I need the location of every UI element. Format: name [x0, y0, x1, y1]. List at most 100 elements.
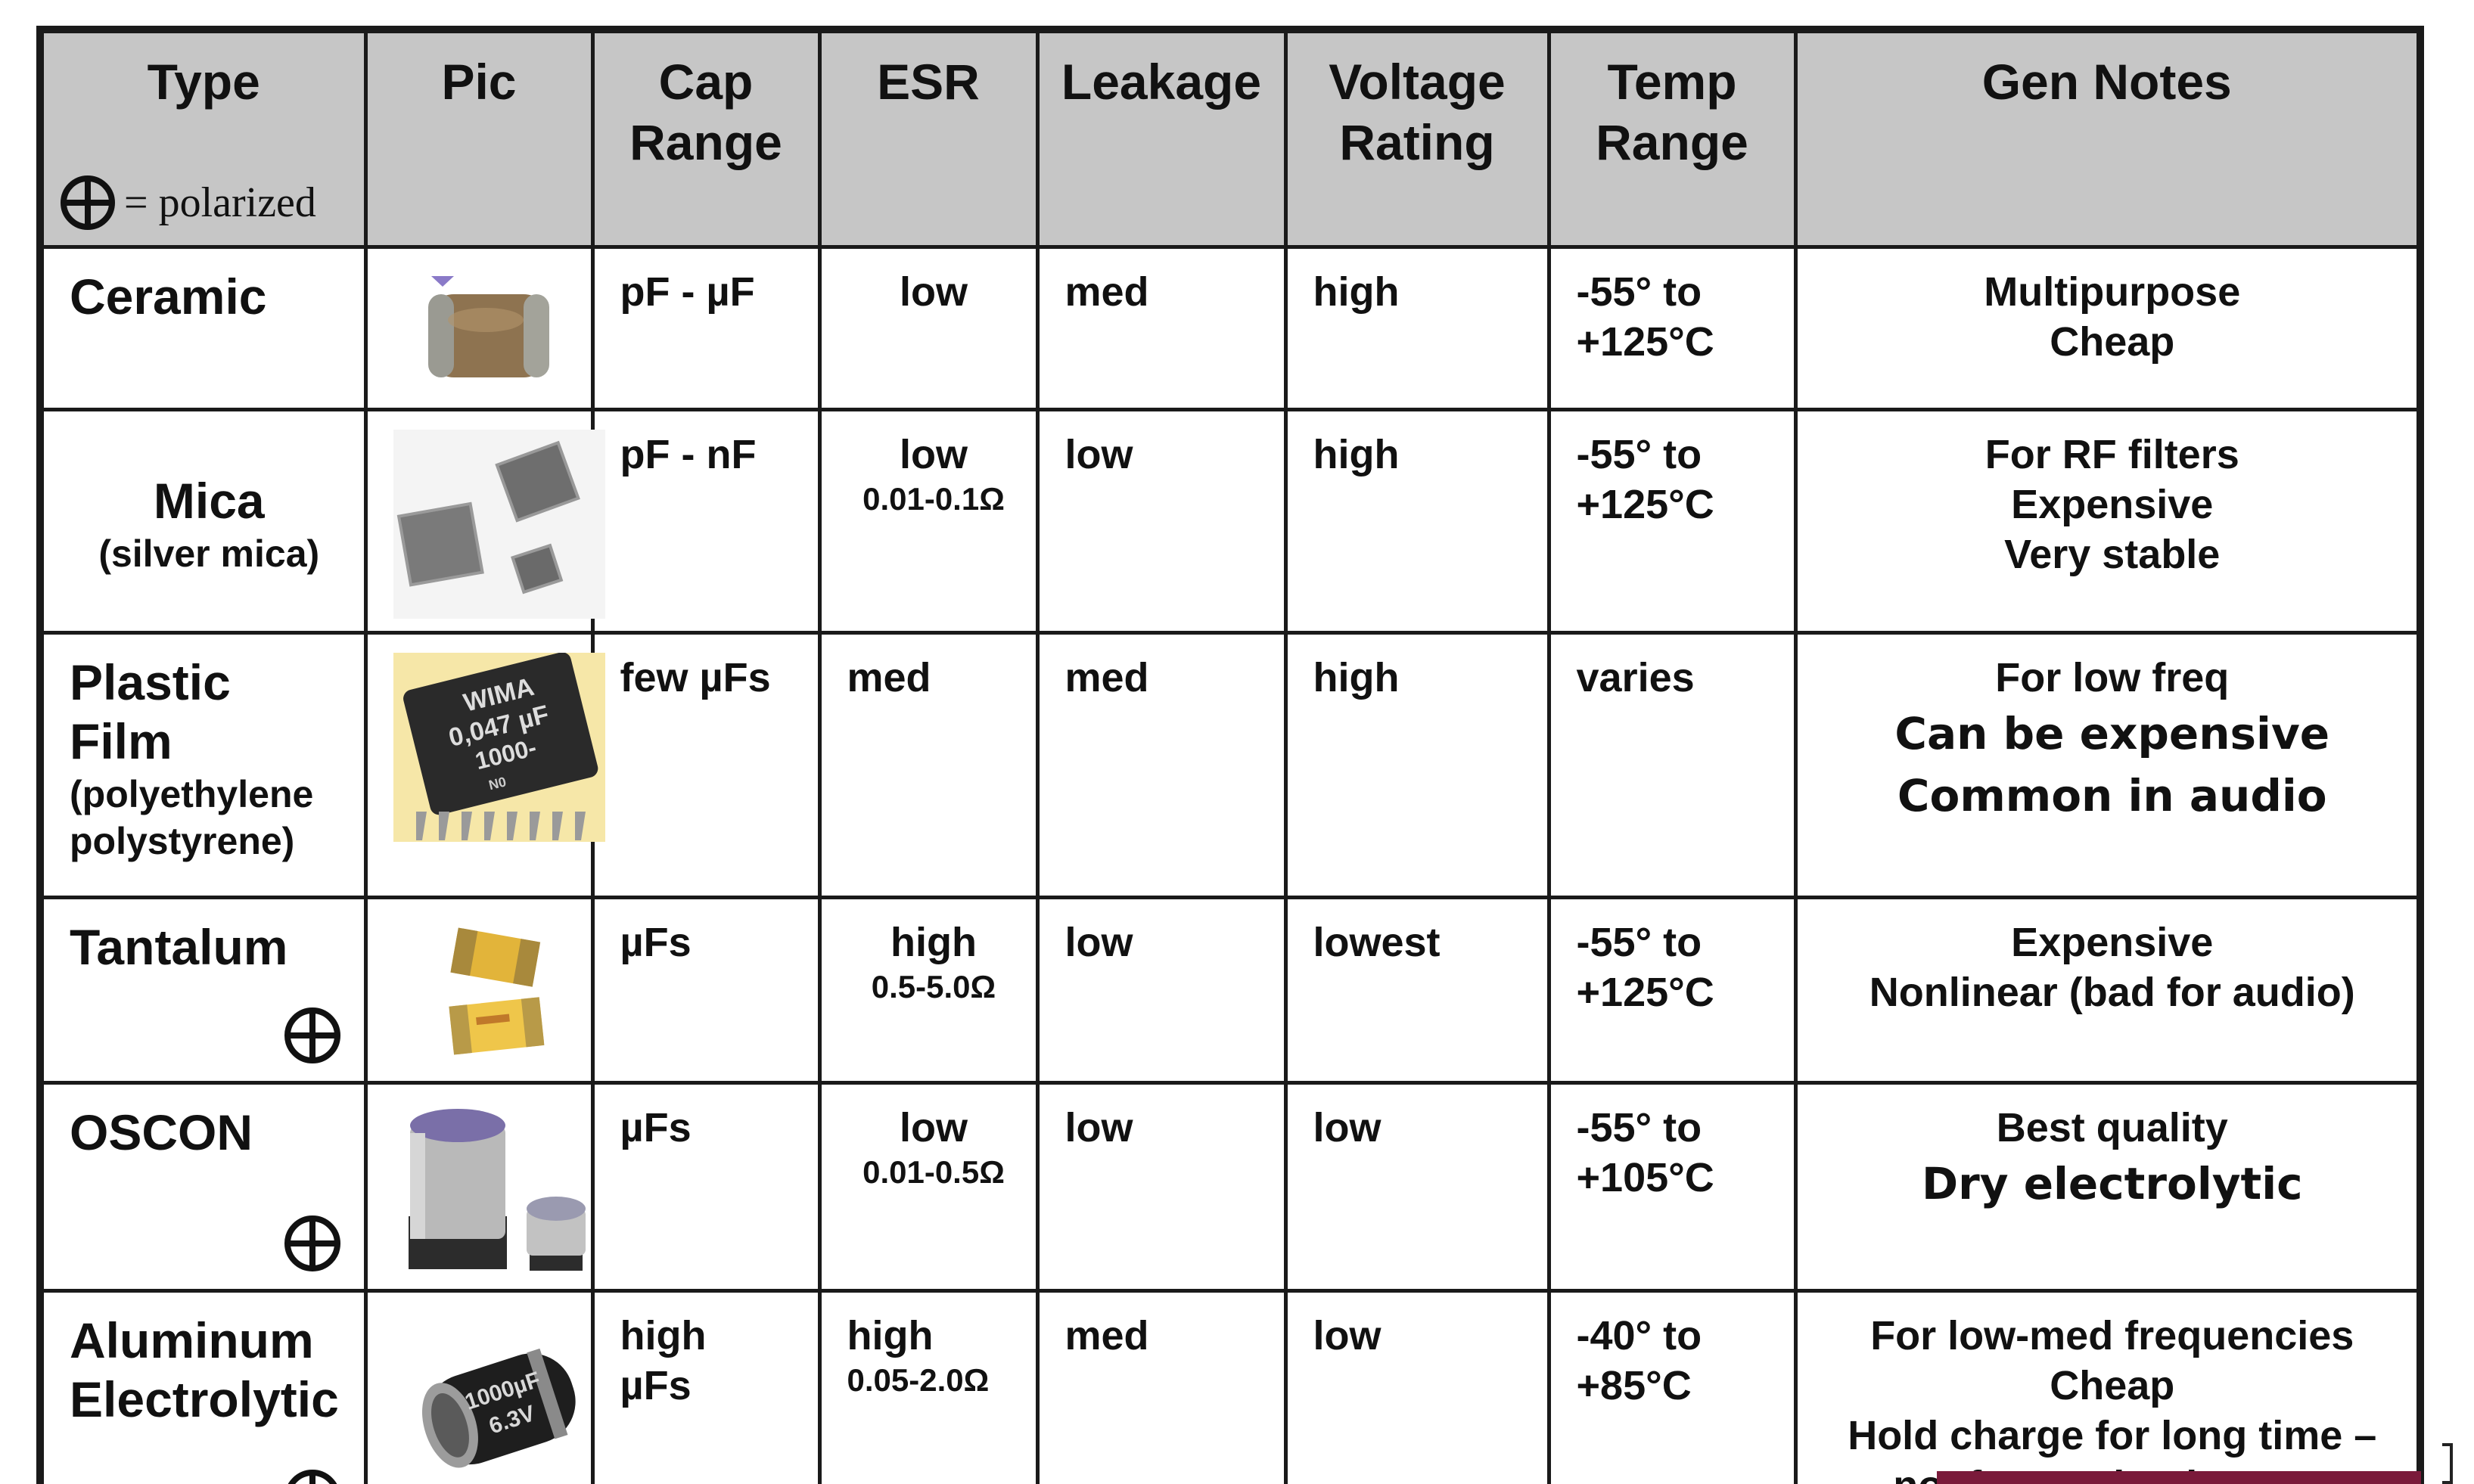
pic-cell [363, 1081, 595, 1293]
note-line: Hold charge for long time – [1848, 1413, 2377, 1458]
type-name-2: Film [70, 713, 172, 769]
esr-cell: low [817, 245, 1040, 411]
temp-line-2: +85°C [1576, 1363, 1692, 1408]
esr-cell: high 0.5-5.0Ω [817, 896, 1040, 1085]
header-gen-notes: Gen Notes [1793, 27, 2423, 249]
voltage-value: high [1313, 432, 1400, 477]
note-line: Multipurpose [1984, 269, 2241, 315]
cap-range-cell: pF - µF [590, 245, 822, 411]
temp-cell: -55° to +125°C [1546, 245, 1798, 411]
header-cap-range-2: Range [629, 114, 782, 170]
leakage-cell: med [1035, 245, 1288, 411]
note-line: Can be expensive [1894, 708, 2330, 759]
tantalum-capacitor-image [449, 927, 545, 1055]
header-voltage-2: Rating [1339, 114, 1495, 170]
polarized-icon [284, 1007, 340, 1063]
note-line: Expensive [2011, 920, 2214, 965]
leakage-cell: low [1035, 896, 1288, 1085]
notes-cell: For low freq Can be expensive Common in … [1793, 631, 2423, 899]
type-name-2: Electrolytic [70, 1371, 339, 1427]
type-cell: Aluminum Electrolytic [38, 1289, 368, 1484]
cap-range: µFs [620, 1105, 692, 1150]
type-name: OSCON [70, 1104, 253, 1160]
esr-value: high [890, 920, 977, 965]
cap-range-2: µFs [620, 1363, 692, 1408]
leakage-value: low [1065, 432, 1133, 477]
type-name: Tantalum [70, 919, 288, 975]
temp-line-2: +125°C [1576, 970, 1714, 1015]
cap-range-cell: µFs [590, 1081, 822, 1293]
type-cell: OSCON [38, 1081, 368, 1293]
cap-range: few µFs [620, 655, 771, 700]
note-line: Cheap [2050, 1363, 2175, 1408]
header-voltage-1: Voltage [1329, 54, 1506, 110]
note-line: Common in audio [1897, 770, 2327, 821]
polarized-icon [287, 1469, 337, 1484]
esr-cell: high 0.05-2.0Ω [817, 1289, 1040, 1484]
leakage-value: med [1065, 269, 1149, 315]
voltage-cell: low [1283, 1081, 1551, 1293]
cap-range: µFs [620, 920, 692, 965]
temp-cell: -55° to +125°C [1546, 408, 1798, 635]
temp-line-1: -55° to [1576, 1105, 1702, 1150]
type-cell: Mica (silver mica) [38, 408, 368, 635]
temp-line-1: -55° to [1576, 269, 1702, 315]
table-row-plastic-film: Plastic Film (polyethylene polystyrene) … [38, 631, 2423, 899]
type-subname-2: polystyrene) [70, 820, 295, 862]
temp-line-1: -55° to [1576, 432, 1702, 477]
type-name: Mica [153, 473, 265, 529]
table-row-ceramic: Ceramic pF - µF low med high -55° t [38, 245, 2423, 411]
notes-cell: For low-med frequencies Cheap Hold charg… [1793, 1289, 2423, 1484]
note-line: Cheap [2050, 319, 2175, 365]
notes-cell: For RF filters Expensive Very stable [1793, 408, 2423, 635]
capacitor-comparison-table: Type = polarized Pic Cap Range E [36, 26, 2424, 1484]
leakage-cell: med [1035, 631, 1288, 899]
pic-cell [363, 408, 605, 635]
voltage-cell: high [1283, 631, 1551, 899]
header-esr: ESR [817, 27, 1040, 249]
temp-cell: -55° to +105°C [1546, 1081, 1798, 1293]
temp-line-2: +125°C [1576, 482, 1714, 527]
esr-range: 0.05-2.0Ω [847, 1362, 990, 1398]
note-line: Nonlinear (bad for audio) [1869, 970, 2355, 1015]
voltage-cell: low [1283, 1289, 1551, 1484]
header-row: Type = polarized Pic Cap Range E [38, 27, 2423, 249]
leakage-value: low [1065, 1105, 1133, 1150]
polarized-key: = polarized [59, 174, 316, 231]
voltage-cell: high [1283, 408, 1551, 635]
esr-cell: low 0.01-0.5Ω [817, 1081, 1040, 1293]
table-row-aluminum-electrolytic: Aluminum Electrolytic [38, 1289, 2423, 1484]
esr-value: low [900, 432, 968, 477]
header-type: Type = polarized [38, 27, 368, 249]
cap-range: pF - µF [620, 269, 755, 315]
esr-value: med [847, 655, 931, 700]
note-line: Very stable [2004, 532, 2221, 577]
table-row-oscon: OSCON [38, 1081, 2423, 1293]
voltage-value: low [1313, 1105, 1382, 1150]
pic-cell [363, 896, 595, 1085]
header-temp-1: Temp [1607, 54, 1737, 110]
bracket-mark [2442, 1443, 2453, 1484]
type-subname-1: (polyethylene [70, 773, 314, 815]
voltage-value: low [1313, 1313, 1382, 1358]
leakage-value: med [1065, 655, 1149, 700]
pic-cell: WIMA 0,047 µF 1000- N0 [363, 631, 605, 899]
note-line: For RF filters [1984, 432, 2239, 477]
esr-cell: low 0.01-0.1Ω [817, 408, 1040, 635]
cap-range-cell: µFs [590, 896, 822, 1085]
temp-cell: -40° to +85°C [1546, 1289, 1798, 1484]
voltage-cell: lowest [1283, 896, 1551, 1085]
type-name-1: Aluminum [70, 1312, 314, 1368]
esr-range: 0.01-0.5Ω [862, 1154, 1005, 1190]
leakage-cell: low [1035, 1081, 1288, 1293]
leakage-value: low [1065, 920, 1133, 965]
voltage-value: high [1313, 655, 1400, 700]
note-line: Expensive [2011, 482, 2214, 527]
temp-line-2: +105°C [1576, 1155, 1714, 1200]
mica-capacitor-image [393, 430, 605, 619]
esr-range: 0.01-0.1Ω [862, 481, 1005, 517]
temp-line-1: varies [1576, 655, 1695, 700]
cap-range-1: high [620, 1313, 707, 1358]
cap-range-cell: pF - nF [590, 408, 822, 635]
notes-cell: Best quality Dry electrolytic [1793, 1081, 2423, 1293]
